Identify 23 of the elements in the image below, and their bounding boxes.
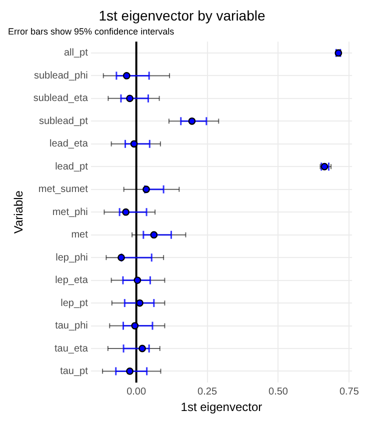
chart-subtitle: Error bars show 95% confidence intervals xyxy=(8,26,175,37)
y-tick-label: met_sumet xyxy=(38,184,88,196)
y-tick-label: tau_pt xyxy=(60,366,88,377)
y-tick-label: sublead_phi xyxy=(34,70,88,82)
y-tick-label: sublead_eta xyxy=(33,93,88,104)
y-tick-label: met_phi xyxy=(52,206,88,218)
y-tick-label: all_pt xyxy=(64,48,88,59)
y-tick-label: lead_eta xyxy=(50,138,88,150)
y-axis-title: Variable xyxy=(12,190,26,234)
y-tick-label: tau_phi xyxy=(55,320,88,332)
y-tick-label: lep_pt xyxy=(60,298,88,309)
chart-title: 1st eigenvector by variable xyxy=(98,7,266,24)
y-tick-label: tau_eta xyxy=(54,343,88,354)
x-tick-label: 0.00 xyxy=(126,386,146,398)
x-axis-title: 1st eigenvector xyxy=(180,400,262,414)
y-tick-label: sublead_pt xyxy=(38,116,88,127)
y-tick-label: met xyxy=(71,230,88,241)
y-tick-label: lep_eta xyxy=(55,275,88,286)
x-tick-label: 0.75 xyxy=(339,386,360,398)
y-tick-label: lead_pt xyxy=(55,161,88,172)
x-tick-label: 0.25 xyxy=(198,386,218,398)
y-tick-label: lep_phi xyxy=(56,252,88,264)
x-tick-label: 0.50 xyxy=(268,386,288,398)
